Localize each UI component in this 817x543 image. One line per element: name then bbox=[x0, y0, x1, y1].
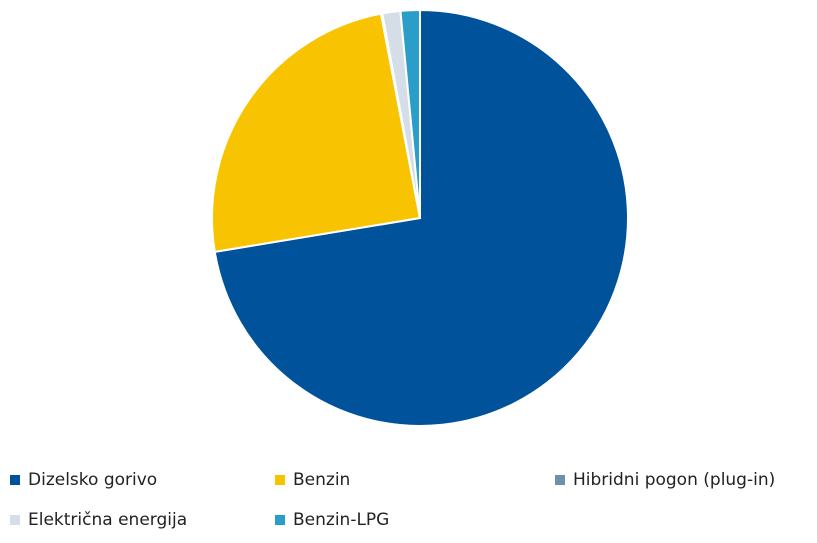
pie-slice bbox=[211, 12, 422, 253]
legend-swatch bbox=[275, 515, 285, 525]
legend-swatch bbox=[275, 475, 285, 485]
legend-label: Benzin bbox=[293, 470, 350, 490]
legend-label: Hibridni pogon (plug-in) bbox=[573, 470, 775, 490]
legend-swatch bbox=[10, 475, 20, 485]
legend-swatch bbox=[555, 475, 565, 485]
legend-label: Dizelsko gorivo bbox=[28, 470, 157, 490]
legend-label: Električna energija bbox=[28, 510, 187, 530]
pie-slice bbox=[399, 8, 421, 219]
legend-label: Benzin-LPG bbox=[293, 510, 389, 530]
pie-slice bbox=[213, 8, 629, 427]
legend-swatch bbox=[10, 515, 20, 525]
